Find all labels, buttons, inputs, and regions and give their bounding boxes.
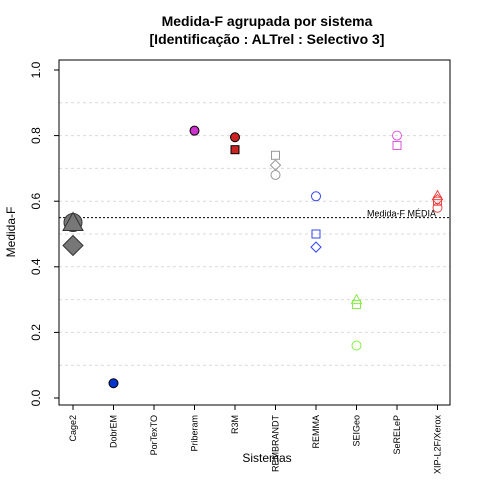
y-axis: 0.0 0.2 0.4 0.6 0.8 1.0: [29, 61, 59, 406]
point-circle: [230, 132, 240, 143]
point-triangle: [350, 293, 363, 305]
point-triangle: [62, 211, 84, 232]
x-tick-label: XIP-L2F/Xerox: [433, 415, 443, 475]
y-tick-label: 0.8: [29, 127, 43, 144]
point-diamond: [431, 193, 444, 206]
y-tick-label: 0.4: [29, 258, 43, 275]
data-points: [62, 125, 444, 389]
point-square: [230, 145, 240, 155]
point-diamond: [310, 241, 322, 253]
point-circle: [311, 191, 321, 202]
y-tick-label: 1.0: [29, 61, 43, 78]
grid-lines: [59, 102, 450, 366]
y-axis-label: Medida-F: [4, 207, 18, 258]
point-square: [271, 150, 280, 160]
x-tick-label: REMBRANDT: [271, 415, 281, 473]
point-triangle: [431, 189, 444, 201]
point-square: [352, 300, 361, 310]
average-reference-label: Medida-F MÉDIA: [367, 209, 436, 219]
point-circle: [270, 169, 281, 180]
x-axis: Cage2 DobrEM PorTexTO Priberam R3M REMBRANDT R…: [68, 405, 443, 474]
point-diamond: [62, 234, 84, 257]
chart-title: Medida-F agrupada por sistema: [162, 13, 373, 29]
x-tick-label: R3M: [230, 415, 240, 434]
chart-subtitle: [Identificação : ALTrel : Selectivo 3]: [150, 31, 385, 47]
x-tick-label: SEIGeo: [352, 415, 362, 447]
plot-frame: [58, 59, 451, 406]
y-tick-label: 0.0: [29, 389, 43, 406]
y-tick-label: 0.2: [29, 324, 43, 341]
point-circle: [351, 340, 362, 351]
point-circle: [432, 202, 443, 213]
point-circle: [392, 130, 402, 141]
x-tick-label: REMMA: [311, 415, 321, 449]
x-tick-label: PorTexTO: [149, 415, 159, 455]
point-circle: [108, 378, 119, 389]
x-tick-label: Cage2: [68, 415, 78, 442]
x-tick-label: DobrEM: [109, 415, 119, 448]
point-square: [392, 140, 402, 150]
x-axis-label: Sistemas: [242, 451, 291, 465]
y-tick-label: 0.6: [29, 193, 43, 210]
x-tick-label: Priberam: [190, 415, 200, 452]
x-tick-label: SeRELeP: [392, 415, 402, 455]
point-square: [311, 229, 321, 239]
point-circle: [189, 125, 200, 136]
